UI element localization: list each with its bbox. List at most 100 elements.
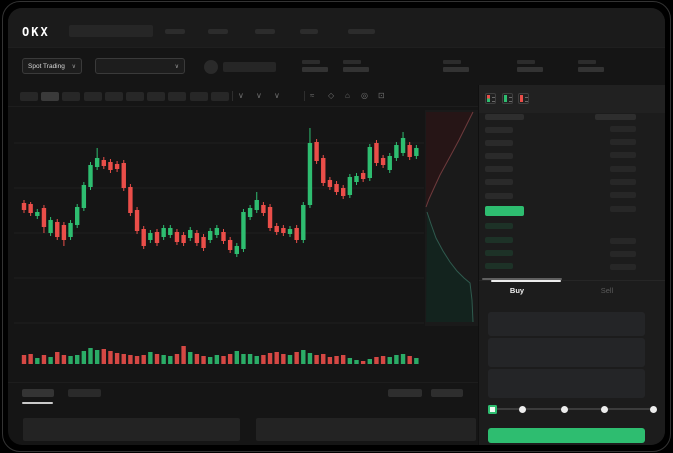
avatar[interactable] [204,60,218,74]
timeframe-button[interactable] [62,92,81,101]
volume-bar [227,354,233,364]
slider-stop-dot[interactable] [600,405,608,413]
volume-bar [88,348,93,364]
timeframe-button[interactable] [147,92,166,101]
candle-body [374,143,379,163]
order-form-field-placeholder[interactable] [487,311,645,336]
ask-price-row[interactable] [485,127,513,133]
book-asks-view[interactable] [518,93,529,104]
slider-stop-dot[interactable] [519,405,527,413]
candle-body [400,138,406,153]
bid-price-row[interactable] [485,223,513,230]
depth-bids-line [426,211,474,323]
stat-value-placeholder [517,67,543,72]
slider-handle[interactable] [487,404,497,414]
order-form-field-placeholder[interactable] [487,369,645,399]
screenshot-icon[interactable]: ⌂ [345,91,350,100]
ask-price-row[interactable] [485,192,513,199]
ask-price-row[interactable] [485,140,513,147]
timeframe-button[interactable] [168,92,187,101]
slider-stop-dot[interactable] [649,405,657,413]
volume-bar [194,354,200,364]
candle-body [354,176,359,182]
candle-body [21,203,27,210]
price-column-header-placeholder [485,114,524,120]
slider-stop-dot[interactable] [560,405,568,413]
last-price-highlight[interactable] [485,205,524,216]
candle-body [114,164,120,169]
draw-tools-icon[interactable]: ◇ [328,91,335,100]
candle-body [188,230,193,238]
market-type-selector[interactable]: Spot Trading ∨ [22,58,82,74]
candle-body [68,223,73,237]
volume-bar [334,356,339,364]
nav-item-placeholder[interactable] [208,29,228,34]
volume-bar [55,352,60,364]
book-bids-view[interactable] [501,93,513,104]
ask-price-row[interactable] [485,153,513,160]
volume-bar [141,355,146,364]
candle-body [341,188,346,196]
nav-item-placeholder[interactable] [300,29,318,34]
candle-body [414,148,419,156]
order-form-field-placeholder[interactable] [487,337,645,367]
buy-submit-button[interactable] [487,427,645,444]
table-action-button[interactable] [388,389,422,397]
timeframe-button[interactable] [20,92,38,101]
timeframe-button[interactable] [210,92,229,101]
volume-bar [347,358,353,364]
candle-body [55,222,60,237]
timeframe-button[interactable] [83,92,102,101]
overlay-dropdown-icon[interactable]: ∨ [256,91,262,100]
candle-style-dropdown-icon[interactable]: ∨ [274,91,280,100]
volume-bar [161,355,166,364]
candle-body [360,173,366,179]
stat-value-placeholder [302,67,328,72]
volume-bar [367,359,372,364]
indicator-dropdown-icon[interactable]: ∨ [238,91,244,100]
candle-body [274,226,279,232]
chevron-down-icon: ∨ [174,63,179,70]
nav-item-placeholder[interactable] [348,29,375,34]
volume-bar [261,355,266,364]
candle-body [281,228,286,233]
amount-slider-track[interactable] [491,408,656,410]
candle-body [241,212,246,249]
timeframe-button[interactable] [189,92,208,101]
line-chart-icon[interactable]: ≈ [310,91,315,100]
nav-item-placeholder[interactable] [255,29,275,34]
candle-body [387,156,392,170]
volume-bar [414,358,419,364]
timeframe-button[interactable] [41,92,60,101]
bid-price-row[interactable] [485,263,513,270]
candle-body [227,240,233,250]
book-scrollbar[interactable] [482,277,562,280]
candle-body [221,232,226,241]
amount-row [610,237,636,244]
fullscreen-icon[interactable]: ⊡ [378,91,385,100]
volume-bar [28,354,33,364]
bid-price-row[interactable] [485,236,513,243]
timeframe-button[interactable] [104,92,123,101]
candle-body [61,225,67,240]
table-action-button[interactable] [430,389,464,397]
book-combined-view[interactable] [485,93,496,104]
amount-row [610,264,636,271]
orders-tab-placeholder[interactable] [21,389,55,397]
volume-bar [360,361,366,364]
volume-bar [188,352,193,364]
history-tab-placeholder[interactable] [67,389,101,397]
candle-body [181,235,186,243]
orders-table-placeholder [22,418,240,441]
timeframe-button[interactable] [126,92,144,101]
ask-price-row[interactable] [485,166,513,173]
stat-label-placeholder [578,60,596,64]
bid-price-row[interactable] [485,250,513,256]
volume-bar [134,356,140,364]
chart-settings-icon[interactable]: ◎ [361,91,368,100]
pair-selector-dropdown[interactable]: ∨ [95,58,185,74]
candle-body [380,158,386,165]
volume-bar [101,349,106,364]
ask-price-row[interactable] [485,179,513,186]
nav-item-placeholder[interactable] [165,29,185,34]
